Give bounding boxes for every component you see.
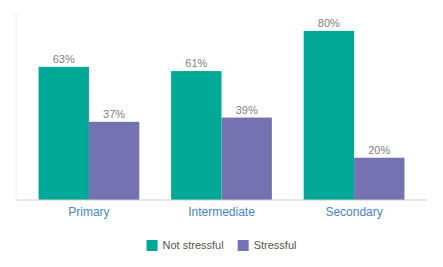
- data-label: 39%: [236, 104, 258, 116]
- data-label: 61%: [185, 57, 207, 69]
- bar: [222, 118, 272, 200]
- x-axis: [16, 200, 427, 201]
- bar: [89, 122, 139, 200]
- chart: 63% 61% 80% 37% 39% 20% Primary Intermediate Sec…: [0, 0, 443, 267]
- legend-swatch: [147, 240, 158, 251]
- data-label: 20%: [368, 144, 390, 156]
- y-axis: [16, 14, 17, 200]
- bar: [39, 67, 89, 200]
- bar: [304, 31, 354, 200]
- bar: [354, 158, 404, 200]
- data-label: 63%: [53, 53, 75, 65]
- bars: [39, 31, 405, 200]
- x-tick-label: Secondary: [325, 205, 382, 219]
- background: [0, 0, 443, 267]
- legend-swatch: [238, 240, 249, 251]
- legend-item: Stressful: [238, 239, 297, 251]
- legend: Not stressful Stressful: [147, 239, 297, 251]
- data-label: 37%: [103, 108, 125, 120]
- data-labels: 63% 61% 80% 37% 39% 20%: [53, 17, 391, 156]
- x-tick-label: Intermediate: [188, 205, 255, 219]
- data-label: 80%: [318, 17, 340, 29]
- x-tick-label: Primary: [68, 205, 109, 219]
- bar: [171, 71, 221, 200]
- legend-label: Not stressful: [163, 239, 224, 251]
- legend-label: Stressful: [254, 239, 297, 251]
- legend-item: Not stressful: [147, 239, 224, 251]
